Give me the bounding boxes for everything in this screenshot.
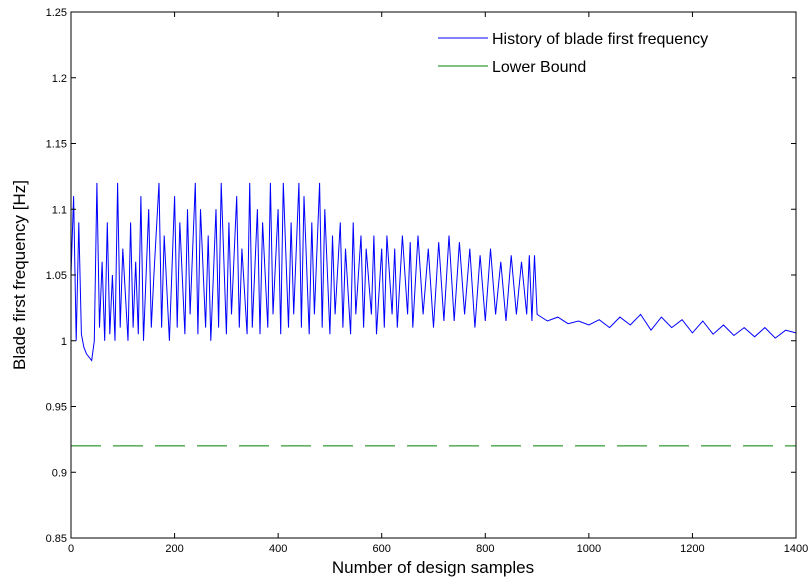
x-axis-label: Number of design samples	[332, 558, 534, 577]
y-tick-label: 0.85	[46, 533, 67, 545]
ticks-layer: 0 200 400 600 800 1000 1200 1400 0.85 0.9 0.95 1 1.0…	[46, 7, 809, 555]
x-tick-label: 600	[373, 543, 391, 555]
plot-area	[71, 12, 796, 538]
x-tick-label: 200	[165, 543, 183, 555]
legend-label-lower-bound: Lower Bound	[492, 59, 586, 76]
x-tick-label: 400	[269, 543, 287, 555]
y-tick-label: 1.15	[46, 139, 67, 151]
y-tick-label: 1	[61, 336, 67, 348]
x-tick-label: 1000	[577, 543, 601, 555]
y-tick-label: 0.95	[46, 402, 67, 414]
legend-box	[430, 24, 792, 82]
series-line-history	[70, 182, 797, 362]
x-tick-label: 800	[476, 543, 494, 555]
legend: History of blade first frequency Lower B…	[430, 24, 792, 82]
x-tick-label: 1200	[680, 543, 704, 555]
y-axis-label: Blade first frequency [Hz]	[10, 180, 29, 370]
y-tick-label: 1.2	[52, 73, 67, 85]
x-tick-label: 1400	[784, 543, 808, 555]
y-tick-label: 0.9	[52, 467, 67, 479]
legend-label-history: History of blade first frequency	[492, 31, 708, 48]
y-tick-label: 1.05	[46, 270, 67, 282]
y-tick-label: 1.25	[46, 7, 67, 19]
series-layer	[70, 182, 797, 447]
y-tick-label: 1.1	[52, 204, 67, 216]
x-tick-label: 0	[68, 543, 74, 555]
